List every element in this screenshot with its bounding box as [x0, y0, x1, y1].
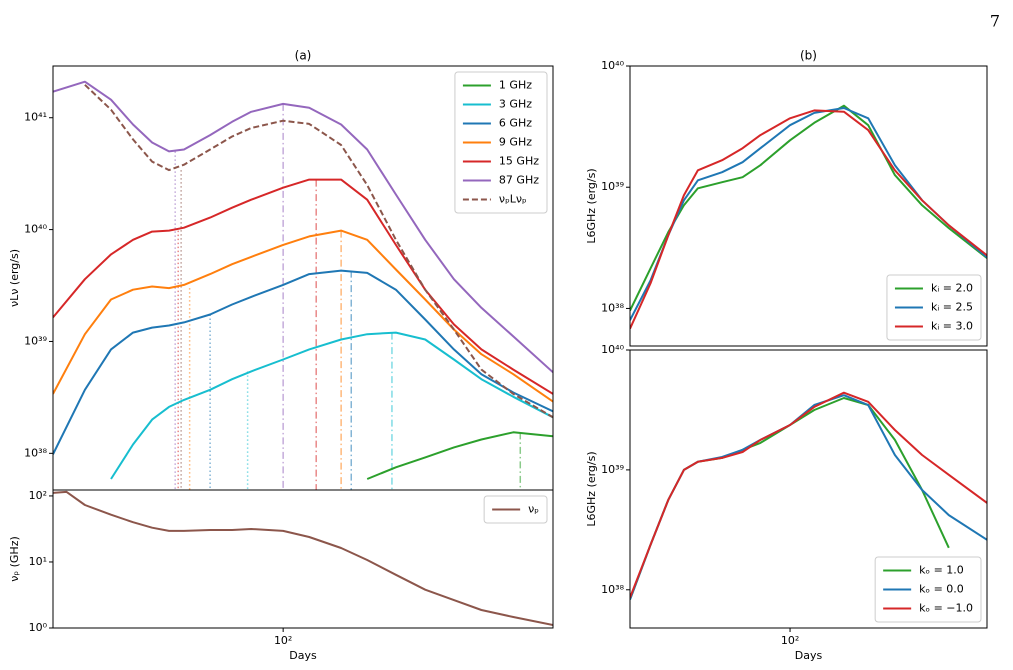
- legend-label: 9 GHz: [499, 136, 532, 149]
- axes-frame: [629, 349, 988, 629]
- plot-area: [53, 490, 553, 626]
- y-tick-label: 10³⁹: [601, 180, 624, 193]
- legend-label: νₚ: [528, 503, 539, 516]
- legend-label: kᵢ = 2.5: [931, 301, 973, 314]
- legend-label: νₚLνₚ: [499, 193, 527, 206]
- legend-label: 6 GHz: [499, 117, 532, 130]
- x-tick-label: 10²: [274, 634, 292, 647]
- y-tick-label: 10⁰: [29, 621, 48, 634]
- y-tick-label: 10⁴⁰: [601, 343, 624, 356]
- legend-label: 1 GHz: [499, 79, 532, 92]
- legend: kₒ = 1.0 kₒ = 0.0 kₒ = −1.0: [874, 556, 982, 623]
- y-tick-label: 10¹: [29, 555, 47, 568]
- y-tick-label: 10³⁹: [24, 334, 47, 347]
- panel-title: (a): [295, 49, 312, 63]
- series-line: [53, 269, 553, 455]
- legend-box: [874, 556, 982, 623]
- panel-title: (b): [800, 49, 817, 63]
- y-tick-label: 10³⁸: [24, 446, 47, 459]
- legend: kᵢ = 2.0 kᵢ = 2.5 kᵢ = 3.0: [886, 274, 982, 341]
- series-line: [630, 391, 987, 598]
- y-axis-label: νLν (erg/s): [8, 249, 21, 307]
- series-line: [630, 109, 987, 330]
- series-line: [110, 331, 553, 480]
- plot-area: [630, 104, 987, 330]
- y-tick-label: 10⁴¹: [24, 111, 47, 124]
- y-tick-label: 10⁴⁰: [24, 223, 47, 236]
- y-tick-label: 10³⁹: [601, 463, 624, 476]
- y-tick-label: 10³⁸: [601, 301, 624, 314]
- legend-label: 3 GHz: [499, 98, 532, 111]
- axes-frame: [629, 65, 988, 347]
- legend-box: [886, 274, 982, 341]
- y-axis-label: L6GHz (erg/s): [585, 168, 598, 243]
- y-axis-label: νₚ (GHz): [8, 536, 21, 582]
- legend-label: kᵢ = 3.0: [931, 320, 973, 333]
- series-line: [53, 229, 553, 403]
- y-tick-label: 10²: [29, 489, 47, 502]
- legend-label: kₒ = 1.0: [919, 564, 964, 577]
- plot-area: [53, 80, 553, 490]
- axes-frame: [52, 489, 554, 629]
- legend: 1 GHz 3 GHz 6 GHz 9 GHz 15 GHz 87 GHz νₚLνₚ: [454, 71, 548, 214]
- x-axis-label: Days: [795, 649, 823, 662]
- legend-label: kₒ = −1.0: [919, 602, 973, 615]
- y-tick-label: 10³⁸: [601, 583, 624, 596]
- series-line: [53, 490, 553, 626]
- series-line: [53, 80, 553, 374]
- series-line: [366, 431, 553, 480]
- y-tick-label: 10⁴⁰: [601, 59, 624, 72]
- x-tick-label: 10²: [781, 634, 799, 647]
- legend-label: 15 GHz: [499, 155, 539, 168]
- legend: νₚ: [483, 495, 548, 524]
- y-axis-label: L6GHz (erg/s): [585, 451, 598, 526]
- legend-label: kᵢ = 2.0: [931, 282, 973, 295]
- legend-label: kₒ = 0.0: [919, 583, 964, 596]
- page-number: 7: [990, 12, 1000, 31]
- plot-area: [630, 391, 987, 600]
- x-axis-label: Days: [289, 649, 317, 662]
- legend-label: 87 GHz: [499, 174, 539, 187]
- series-line: [53, 178, 553, 395]
- series-line: [84, 84, 553, 419]
- legend-box: [454, 71, 548, 214]
